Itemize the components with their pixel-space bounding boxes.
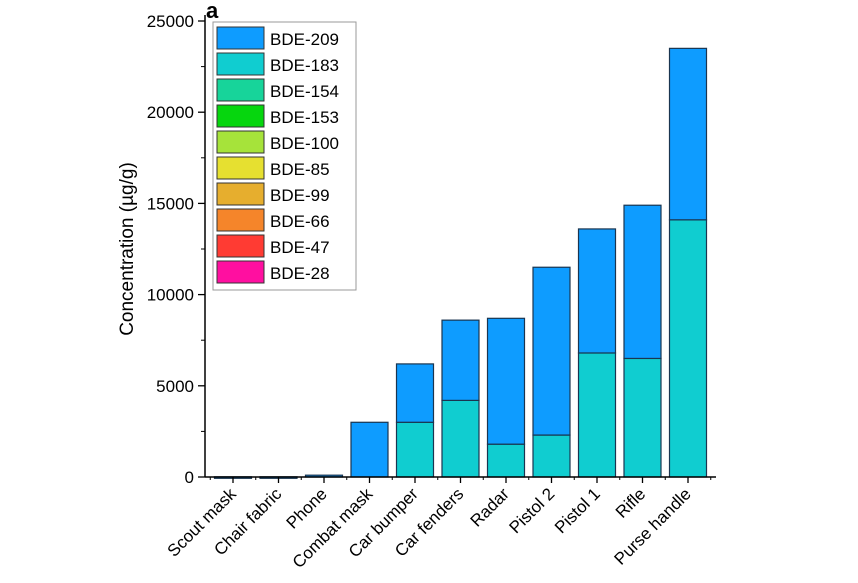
legend-swatch (216, 234, 265, 258)
legend-label: BDE-47 (270, 238, 330, 257)
bar-bde-183-radar (486, 443, 526, 478)
bar-bde-183-pistol-2 (532, 434, 571, 478)
legend-label: BDE-28 (270, 264, 330, 283)
legend-label: BDE-99 (270, 186, 330, 205)
bar-bde-183-car-fenders (441, 399, 480, 478)
legend-swatch (216, 104, 265, 128)
x-tick-label: Rifle (612, 484, 649, 521)
legend-label: BDE-154 (270, 82, 339, 101)
legend-swatch (216, 78, 265, 102)
legend-label: BDE-153 (270, 108, 339, 127)
y-tick-label: 20000 (147, 103, 194, 122)
bar-bde-209-pistol-2 (532, 266, 571, 436)
legend-swatch (216, 52, 265, 76)
legend-label: BDE-66 (270, 212, 330, 231)
bar-bde-183-pistol-1 (577, 352, 617, 478)
legend-swatch (216, 208, 265, 232)
bar-bde-183-car-bumper (395, 421, 435, 478)
legend-swatch (216, 130, 265, 154)
bar-bde-183-purse-handle (668, 219, 708, 478)
legend-swatch (216, 26, 265, 50)
y-tick-label: 5000 (156, 377, 194, 396)
y-tick-label: 15000 (147, 194, 194, 213)
x-tick-label: Pistol 1 (551, 484, 604, 537)
bar-bde-209-combat-mask (350, 421, 389, 478)
bar-bde-209-car-bumper (395, 363, 435, 423)
bar-bde-209-radar (486, 317, 526, 445)
bar-bde-209-rifle (623, 204, 662, 360)
y-tick-label: 25000 (147, 12, 194, 31)
bar-bde-209-car-fenders (441, 319, 480, 401)
legend-label: BDE-183 (270, 56, 339, 75)
legend-swatch (216, 156, 265, 180)
legend-label: BDE-209 (270, 30, 339, 49)
legend-swatch (216, 260, 265, 284)
legend-label: BDE-100 (270, 134, 339, 153)
y-tick-label: 10000 (147, 286, 194, 305)
x-tick-label: Pistol 2 (505, 484, 558, 537)
legend-label: BDE-85 (270, 160, 330, 179)
bar-bde-209-purse-handle (668, 47, 708, 221)
y-tick-label: 0 (185, 468, 194, 487)
legend-swatch (216, 182, 265, 206)
bar-bde-209-pistol-1 (577, 228, 617, 354)
panel-label: a (206, 0, 219, 23)
bar-bde-183-rifle (623, 357, 662, 478)
y-axis-label: Concentration (µg/g) (117, 162, 138, 336)
